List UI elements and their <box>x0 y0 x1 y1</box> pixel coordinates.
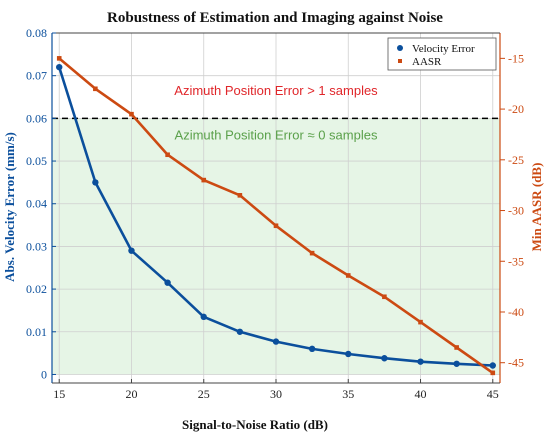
y-left-tick-label: 0 <box>41 367 47 381</box>
y-right-tick-label: -45 <box>508 356 524 370</box>
y-right-tick-label: -15 <box>508 51 524 65</box>
series-layer <box>52 56 500 376</box>
velocity-error-point <box>200 313 207 321</box>
axes-layer: 15 20 25 30 35 40 45 0 0.01 0.02 0.03 0.04 0.05 0.06 0… <box>26 26 524 401</box>
aasr-point <box>165 152 170 158</box>
annotation-text: Azimuth Position Error ≈ 0 samples <box>175 128 378 143</box>
y-right-tick-label: -35 <box>508 254 524 268</box>
aasr-point <box>129 111 134 117</box>
velocity-error-point <box>453 360 460 367</box>
velocity-error-point <box>308 345 316 353</box>
aasr-point <box>309 250 315 256</box>
aasr-point <box>345 273 351 278</box>
y-left-tick-label: 0.05 <box>26 154 47 168</box>
velocity-error-point <box>92 179 99 186</box>
x-tick-label: 45 <box>487 387 499 401</box>
y-left-tick-label: 0.03 <box>26 239 47 253</box>
aasr-point <box>93 86 98 92</box>
y-right-tick-label: -20 <box>508 102 524 116</box>
velocity-error-point <box>381 355 388 362</box>
chart-title: Robustness of Estimation and Imaging aga… <box>107 10 443 26</box>
x-tick-label: 20 <box>125 387 137 401</box>
y-left-tick-label: 0.08 <box>26 26 47 40</box>
x-tick-label: 30 <box>270 387 282 401</box>
annotation-text: Azimuth Position Error > 1 samples <box>174 83 378 98</box>
velocity-error-point <box>489 362 496 369</box>
legend-marker-velocity-error <box>397 45 403 51</box>
x-tick-label: 25 <box>198 387 210 401</box>
aasr-point <box>454 345 459 350</box>
y-right-tick-label: -40 <box>508 305 524 319</box>
aasr-point <box>418 319 423 325</box>
aasr-point <box>490 370 496 376</box>
aasr-point <box>56 56 62 61</box>
velocity-error-point <box>272 338 280 345</box>
y-left-tick-label: 0.07 <box>26 69 47 83</box>
legend-label: AASR <box>412 56 442 68</box>
y-left-tick-label: 0.01 <box>26 325 47 339</box>
annotation-layer: Azimuth Position Error > 1 samples Azimut… <box>174 83 378 143</box>
x-tick-label: 35 <box>342 387 354 401</box>
velocity-error-point <box>128 247 135 254</box>
velocity-error-point <box>164 279 171 286</box>
legend-marker-aasr <box>398 59 402 63</box>
velocity-error-point <box>56 63 63 71</box>
y-axis-label-right: Min AASR (dB) <box>529 163 544 252</box>
aasr-point <box>237 193 243 198</box>
velocity-error-point <box>345 350 352 358</box>
y-axis-label-left: Abs. Velocity Error (mm/s) <box>2 132 17 282</box>
legend-box <box>387 37 497 71</box>
aasr-point <box>201 177 207 183</box>
legend-label: Velocity Error <box>412 43 475 55</box>
y-right-tick-label: -30 <box>508 204 524 218</box>
y-right-tick-label: -25 <box>508 153 524 167</box>
y-left-tick-label: 0.02 <box>26 282 47 296</box>
velocity-error-point <box>236 328 244 335</box>
x-tick-label: 15 <box>53 387 65 401</box>
velocity-error-point <box>417 358 424 365</box>
y-left-tick-label: 0.04 <box>26 197 47 211</box>
x-tick-label: 40 <box>415 387 427 401</box>
aasr-point <box>273 223 279 229</box>
y-left-tick-label: 0.06 <box>26 111 47 125</box>
aasr-point <box>382 294 387 300</box>
x-axis-label: Signal-to-Noise Ratio (dB) <box>182 417 328 432</box>
